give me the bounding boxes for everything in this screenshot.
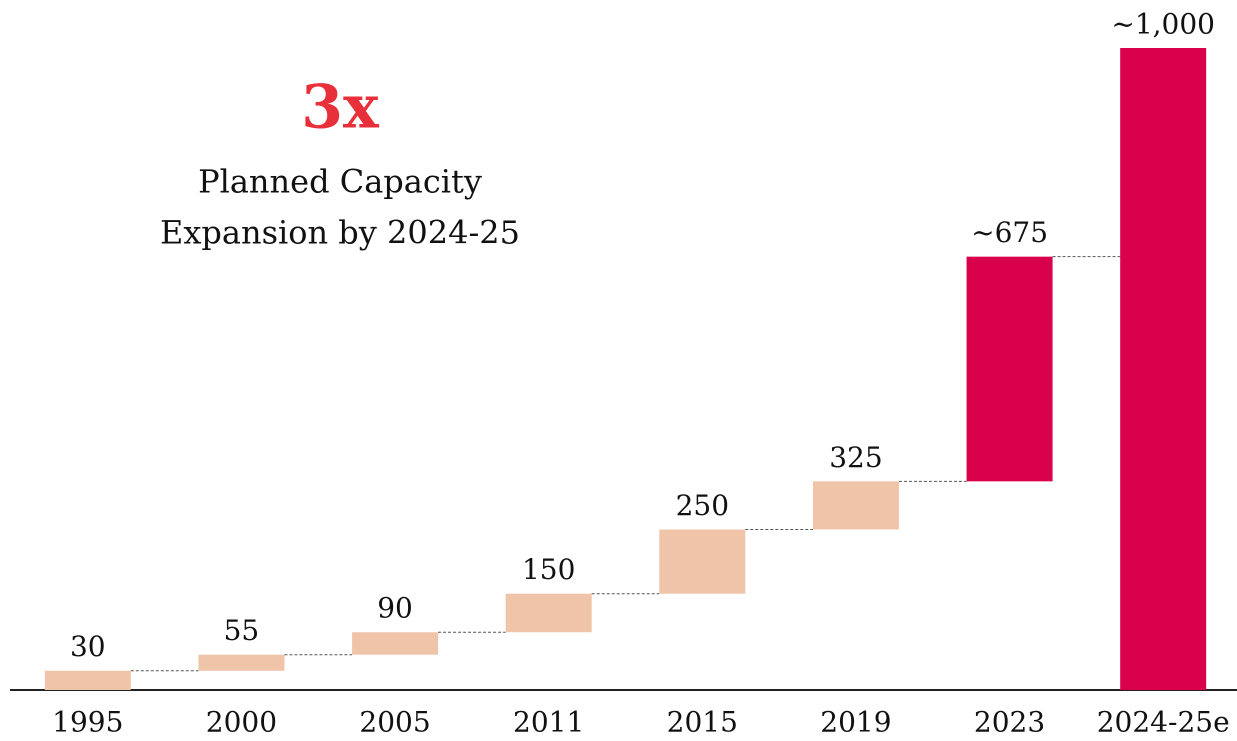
x-tick-label: 2011 bbox=[513, 706, 584, 739]
value-label: ~675 bbox=[971, 216, 1048, 249]
value-label: 325 bbox=[829, 441, 882, 474]
value-label: 90 bbox=[377, 592, 413, 625]
bar bbox=[659, 529, 746, 594]
annotation-line: Planned Capacity bbox=[198, 163, 482, 201]
x-tick-label: 2005 bbox=[359, 706, 430, 739]
bar bbox=[812, 481, 899, 530]
x-tick-label: 2000 bbox=[206, 706, 277, 739]
x-tick-label: 2024-25e bbox=[1097, 706, 1230, 739]
bar bbox=[505, 593, 592, 633]
value-label: 30 bbox=[70, 630, 106, 663]
value-label: 55 bbox=[224, 614, 260, 647]
headline: 3x bbox=[301, 73, 380, 143]
value-label: 250 bbox=[676, 489, 729, 522]
bar bbox=[966, 256, 1053, 482]
bar bbox=[352, 632, 439, 655]
annotation-line: Expansion by 2024-25 bbox=[160, 214, 520, 252]
x-tick-label: 2023 bbox=[974, 706, 1045, 739]
x-tick-label: 1995 bbox=[52, 706, 123, 739]
bar bbox=[44, 670, 131, 690]
x-tick-label: 2019 bbox=[820, 706, 891, 739]
bar bbox=[198, 654, 285, 671]
x-tick-label: 2015 bbox=[667, 706, 738, 739]
value-label: 150 bbox=[522, 553, 575, 586]
bar bbox=[1120, 48, 1207, 690]
value-label: ~1,000 bbox=[1111, 8, 1215, 41]
